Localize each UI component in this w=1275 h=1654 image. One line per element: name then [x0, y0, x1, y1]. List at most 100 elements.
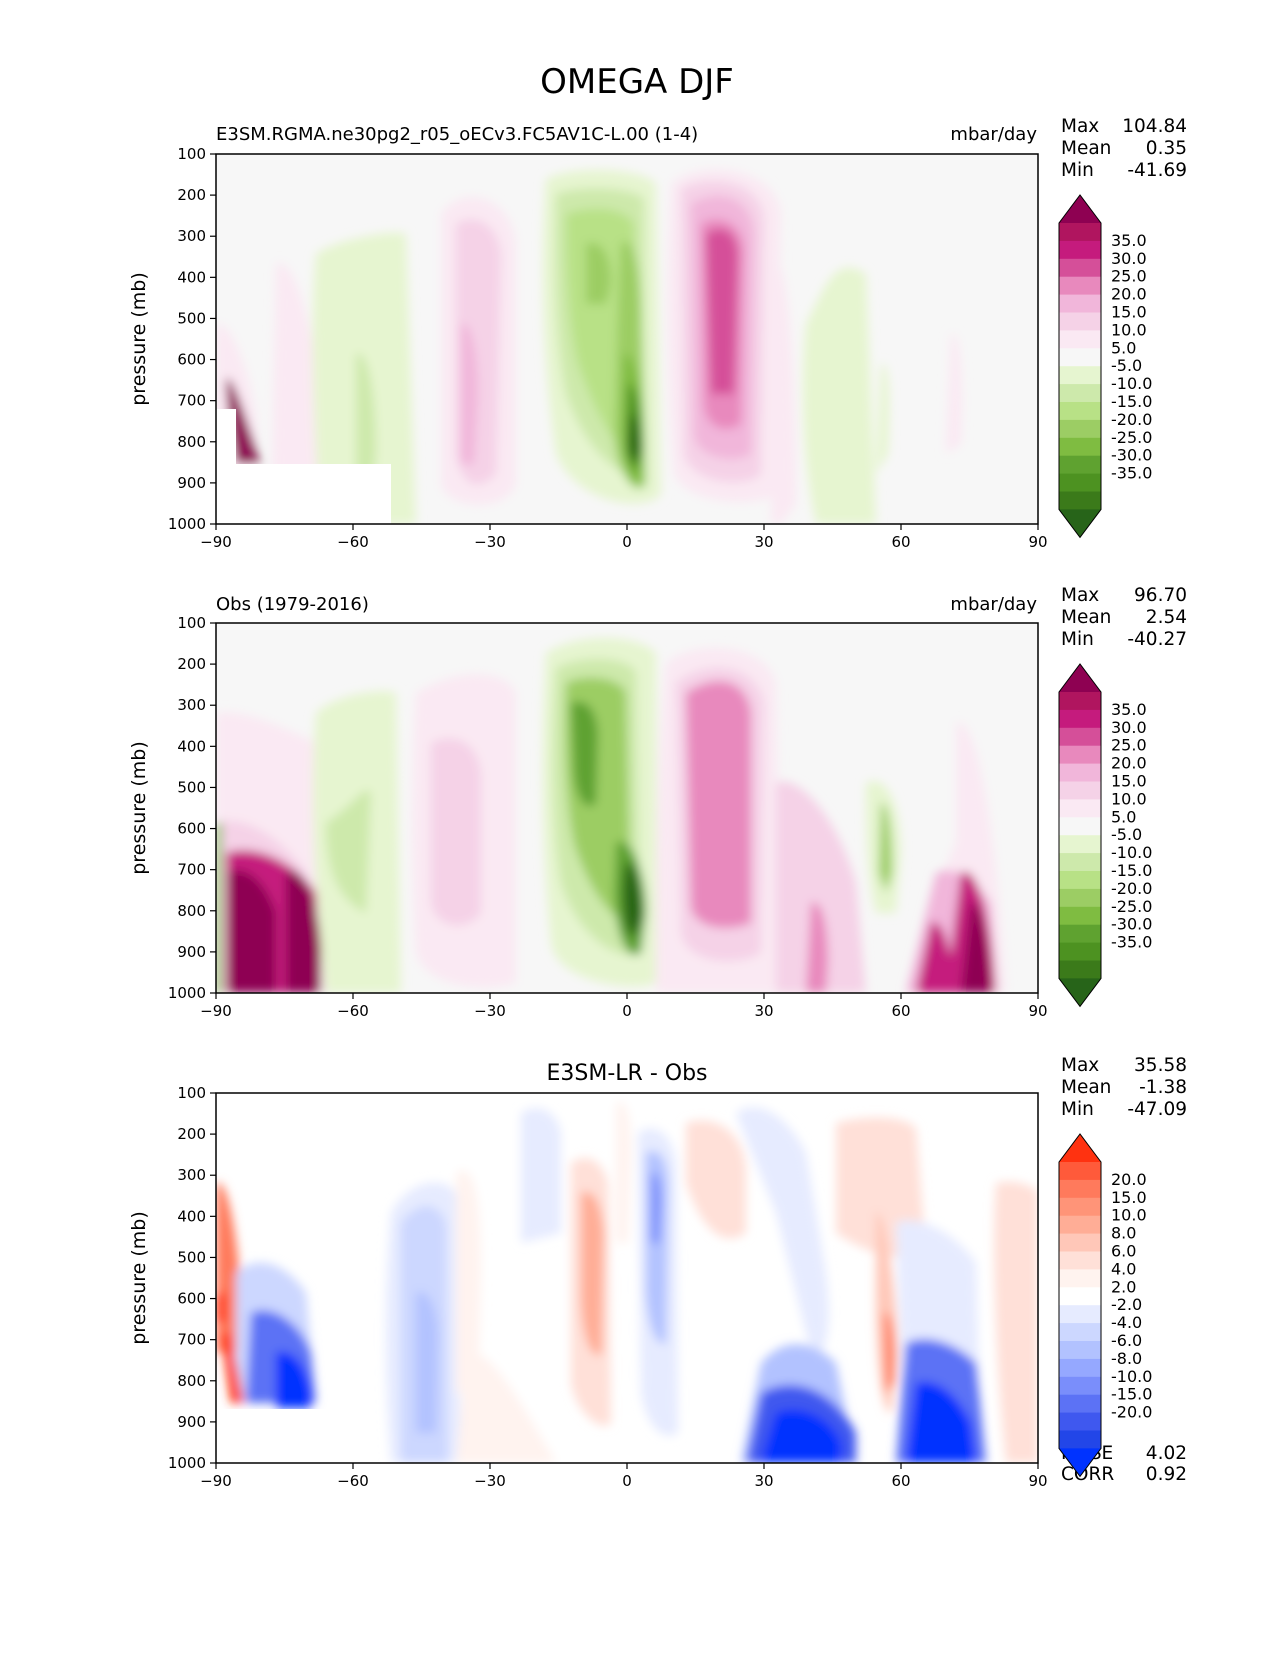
- colorbar-segment: [1059, 1323, 1101, 1342]
- xtick-label: −60: [337, 1002, 369, 1020]
- colorbar-segment: [1059, 1287, 1101, 1306]
- xtick-label: −30: [474, 533, 506, 551]
- colorbar-extend-bottom: [1059, 1448, 1101, 1477]
- stat-label: Max: [1061, 116, 1099, 137]
- panel-1-colorbar: 35.030.025.020.015.010.05.0-5.0-10.0-15.…: [1058, 194, 1152, 539]
- ytick-label: 600: [177, 1290, 206, 1308]
- xtick-label: 90: [1028, 1002, 1047, 1020]
- stat-value: 0.92: [1146, 1464, 1187, 1485]
- colorbar-segment: [1059, 835, 1101, 854]
- xtick-label: 30: [754, 1472, 773, 1490]
- colorbar-segment: [1059, 437, 1101, 457]
- xtick-label: 0: [622, 1472, 632, 1490]
- colorbar-label: 5.0: [1111, 338, 1136, 357]
- colorbar-segment: [1059, 240, 1101, 260]
- ytick-label: 200: [177, 186, 206, 204]
- colorbar-segment: [1059, 276, 1101, 296]
- panel-2-title-left: Obs (1979-2016): [216, 594, 369, 615]
- stat-value: 96.70: [1134, 585, 1187, 606]
- colorbar-label: 35.0: [1111, 231, 1147, 250]
- panel-3-title-center: E3SM-LR - Obs: [547, 1061, 708, 1086]
- ytick-label: 800: [177, 433, 206, 451]
- xtick-label: 90: [1028, 533, 1047, 551]
- colorbar-label: -4.0: [1111, 1313, 1142, 1332]
- xtick-label: 0: [622, 1002, 632, 1020]
- xtick-label: 90: [1028, 1472, 1047, 1490]
- panel-3-yticks: 100 200 300 400 500 600 700 800 900 1000: [168, 1084, 216, 1472]
- panel-3-colorbar: 20.015.010.08.06.04.02.0-2.0-4.0-6.0-8.0…: [1058, 1133, 1152, 1478]
- colorbar-label: 35.0: [1111, 700, 1147, 719]
- colorbar-segment: [1059, 294, 1101, 313]
- colorbar-label: -25.0: [1111, 897, 1152, 916]
- xtick-label: 60: [891, 533, 910, 551]
- colorbar-segment: [1059, 1358, 1101, 1378]
- colorbar-outline: [1058, 1133, 1102, 1478]
- xtick-label: −90: [200, 1472, 232, 1490]
- ytick-label: 400: [177, 268, 206, 286]
- colorbar-segment: [1059, 1376, 1101, 1396]
- xtick-label: 30: [754, 1002, 773, 1020]
- stat-value: -1.38: [1139, 1077, 1187, 1098]
- panel-2: Obs (1979-2016) mbar/day: [128, 585, 1187, 1020]
- colorbar-segment: [1059, 1251, 1101, 1270]
- colorbar-label: -20.0: [1111, 879, 1152, 898]
- stat-value: 35.58: [1134, 1055, 1187, 1076]
- ytick-label: 700: [177, 1331, 206, 1349]
- colorbar-label: -15.0: [1111, 861, 1152, 880]
- panel-1-xticks: −90 −60 −30 0 30 60 90: [200, 524, 1048, 551]
- colorbar-label: 10.0: [1111, 1206, 1147, 1225]
- colorbar-outline: [1058, 194, 1102, 539]
- stat-label: Mean: [1061, 607, 1111, 628]
- xtick-label: 60: [891, 1002, 910, 1020]
- ytick-label: 1000: [168, 984, 206, 1002]
- ytick-label: 900: [177, 1413, 206, 1431]
- colorbar-label: 15.0: [1111, 1188, 1147, 1207]
- colorbar-segment: [1059, 745, 1101, 765]
- stat-label: Min: [1061, 1099, 1094, 1120]
- ytick-label: 500: [177, 309, 206, 327]
- ytick-label: 700: [177, 392, 206, 410]
- colorbar-extend-bottom: [1059, 509, 1101, 538]
- colorbar-segment: [1059, 727, 1101, 747]
- colorbar-label: -2.0: [1111, 1295, 1142, 1314]
- colorbar-label: -15.0: [1111, 392, 1152, 411]
- panel-2-xticks: −90 −60 −30 0 30 60 90: [200, 993, 1048, 1020]
- panel-1-ylabel: pressure (mb): [128, 272, 150, 406]
- panel-2-colorbar: 35.030.025.020.015.010.05.0-5.0-10.0-15.…: [1058, 663, 1152, 1008]
- colorbar-segment: [1059, 419, 1101, 439]
- stat-label: Max: [1061, 1055, 1099, 1076]
- colorbar-segment: [1059, 1162, 1101, 1181]
- colorbar-segment: [1059, 1412, 1101, 1431]
- colorbar-segment: [1059, 817, 1101, 836]
- colorbar-label: 20.0: [1111, 754, 1147, 773]
- colorbar-segment: [1059, 384, 1101, 403]
- panel-1-yticks: 100 200 300 400 500 600 700 800 900 1000: [168, 145, 216, 533]
- stat-value: -47.09: [1127, 1099, 1187, 1120]
- stat-value: 2.54: [1146, 607, 1187, 628]
- panel-3-ylabel: pressure (mb): [128, 1211, 150, 1345]
- colorbar-label: 15.0: [1111, 303, 1147, 322]
- ytick-label: 300: [177, 696, 206, 714]
- colorbar-outline: [1058, 663, 1102, 1008]
- panel-2-plot-area: [216, 623, 1038, 993]
- panel-3-xticks: −90 −60 −30 0 30 60 90: [200, 1463, 1048, 1490]
- colorbar-label: -10.0: [1111, 843, 1152, 862]
- colorbar-label: 20.0: [1111, 285, 1147, 304]
- stat-value: 104.84: [1122, 116, 1187, 137]
- ytick-label: 1000: [168, 515, 206, 533]
- colorbar-label: 10.0: [1111, 320, 1147, 339]
- panel-2-ylabel: pressure (mb): [128, 741, 150, 875]
- colorbar-segment: [1059, 1197, 1101, 1217]
- colorbar-label: -35.0: [1111, 464, 1152, 483]
- stat-value: 0.35: [1146, 138, 1187, 159]
- stat-label: Min: [1061, 160, 1094, 181]
- colorbar-extend-top: [1059, 664, 1101, 692]
- colorbar-label: 8.0: [1111, 1224, 1136, 1243]
- ytick-label: 100: [177, 1084, 206, 1102]
- colorbar-extend-bottom: [1059, 978, 1101, 1007]
- colorbar-segment: [1059, 1269, 1101, 1288]
- colorbar-segment: [1059, 312, 1101, 331]
- colorbar-label: -20.0: [1111, 1403, 1152, 1422]
- stat-label: Mean: [1061, 138, 1111, 159]
- xtick-label: −30: [474, 1472, 506, 1490]
